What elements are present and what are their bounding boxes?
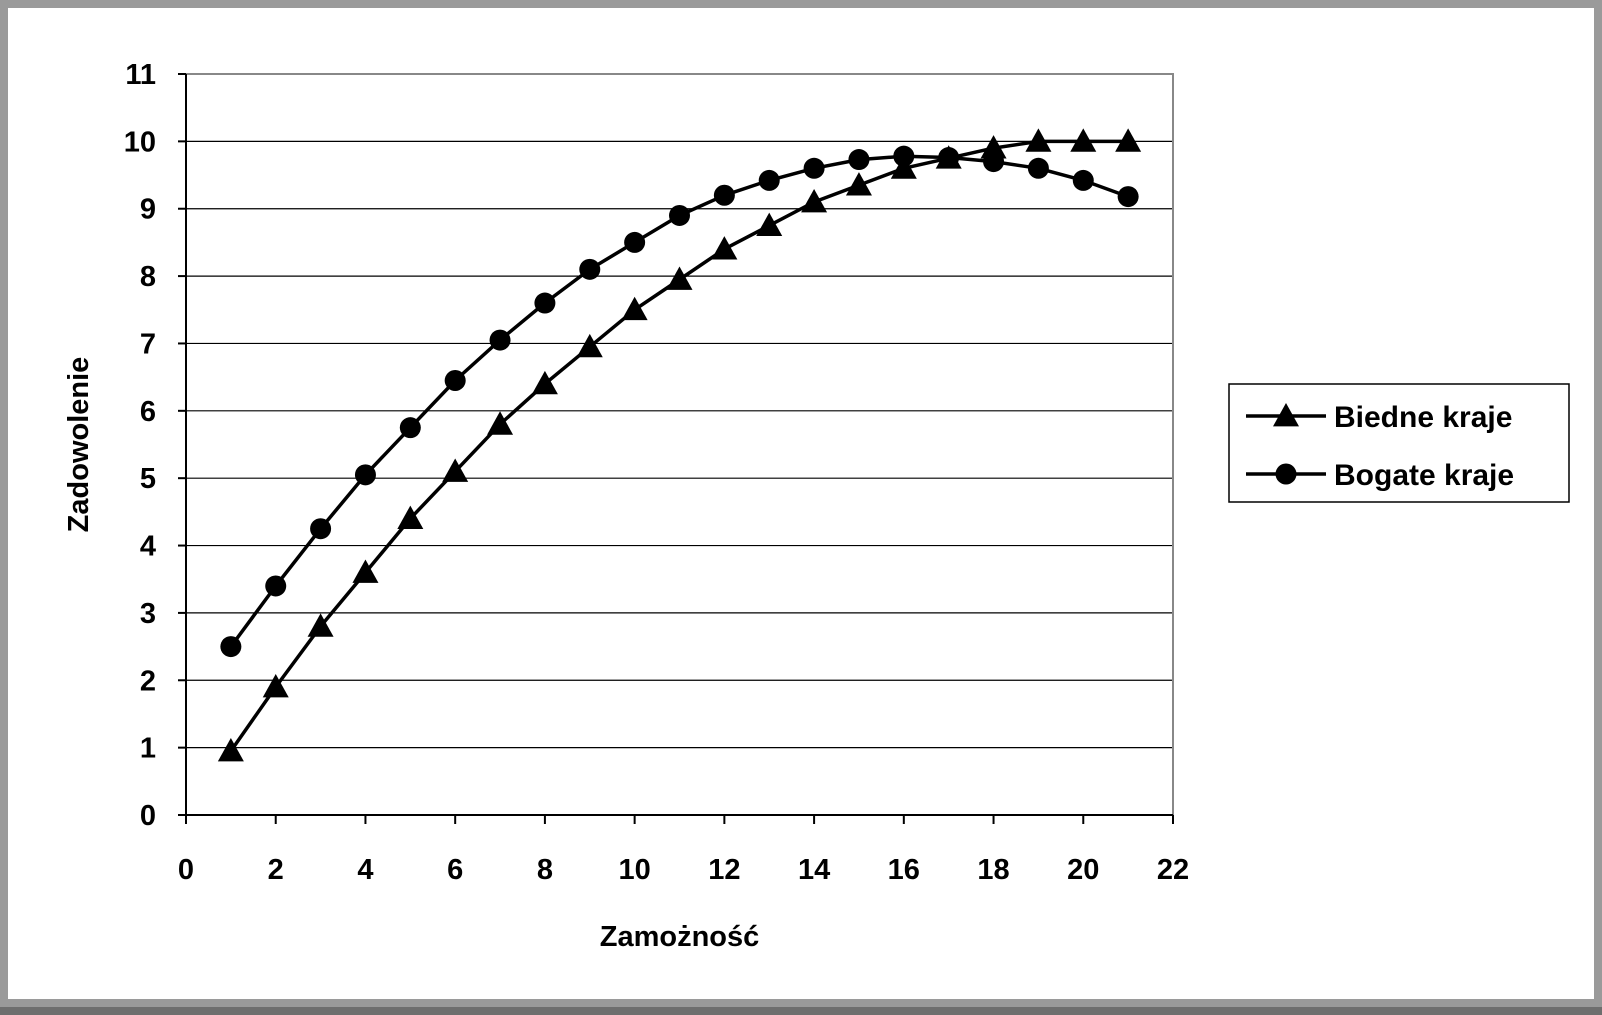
data-point bbox=[218, 738, 244, 761]
y-tick-label: 6 bbox=[140, 396, 156, 428]
data-point bbox=[759, 170, 780, 191]
data-point bbox=[220, 636, 241, 657]
y-tick-label: 7 bbox=[140, 328, 156, 360]
y-tick-label: 5 bbox=[140, 463, 156, 495]
data-point bbox=[490, 330, 511, 351]
data-point bbox=[938, 147, 959, 168]
data-point bbox=[711, 236, 737, 259]
data-point bbox=[804, 158, 825, 179]
data-point bbox=[265, 575, 286, 596]
data-point bbox=[756, 213, 782, 236]
y-tick-label: 0 bbox=[140, 800, 156, 832]
legend-marker bbox=[1276, 464, 1297, 485]
series-line bbox=[231, 141, 1128, 751]
gridlines bbox=[186, 74, 1173, 748]
data-point bbox=[355, 464, 376, 485]
x-tick-label: 10 bbox=[619, 854, 651, 886]
y-tick-label: 2 bbox=[140, 665, 156, 697]
legend: Biedne kraje Bogate kraje bbox=[1229, 384, 1569, 502]
data-point bbox=[310, 518, 331, 539]
x-tick-label: 18 bbox=[977, 854, 1009, 886]
data-point bbox=[534, 293, 555, 314]
x-tick-label: 2 bbox=[268, 854, 284, 886]
data-point bbox=[1028, 158, 1049, 179]
data-point bbox=[624, 232, 645, 253]
y-tick-label: 9 bbox=[140, 194, 156, 226]
data-point bbox=[846, 172, 872, 195]
x-tick-label: 0 bbox=[178, 854, 194, 886]
y-tick-label: 4 bbox=[140, 531, 156, 563]
data-point bbox=[445, 370, 466, 391]
y-tick-label: 1 bbox=[140, 733, 156, 765]
x-tick-label: 22 bbox=[1157, 854, 1189, 886]
legend-label: Biedne kraje bbox=[1334, 401, 1512, 434]
data-point bbox=[622, 297, 648, 320]
data-point bbox=[667, 266, 693, 289]
data-point bbox=[893, 146, 914, 167]
data-point bbox=[848, 149, 869, 170]
x-tick-label: 20 bbox=[1067, 854, 1099, 886]
y-tick-label: 10 bbox=[124, 126, 156, 158]
x-tick-label: 8 bbox=[537, 854, 553, 886]
data-point bbox=[714, 185, 735, 206]
y-tick-label: 11 bbox=[125, 59, 156, 91]
data-point bbox=[400, 417, 421, 438]
x-axis-title: Zamożność bbox=[600, 921, 760, 953]
data-point bbox=[1118, 186, 1139, 207]
series-layer bbox=[218, 128, 1141, 761]
x-tick-label: 12 bbox=[708, 854, 740, 886]
x-tick-label: 16 bbox=[888, 854, 920, 886]
data-point bbox=[579, 259, 600, 280]
data-point bbox=[669, 205, 690, 226]
data-point bbox=[801, 189, 827, 212]
y-tick-label: 8 bbox=[140, 261, 156, 293]
x-tick-label: 6 bbox=[447, 854, 463, 886]
x-tick-label: 4 bbox=[357, 854, 373, 886]
y-tick-label: 3 bbox=[140, 598, 156, 630]
y-axis-title: Zadowolenie bbox=[63, 357, 95, 533]
x-tick-label: 14 bbox=[798, 854, 830, 886]
data-point bbox=[983, 151, 1004, 172]
data-point bbox=[1073, 170, 1094, 191]
plot-area-border bbox=[186, 74, 1173, 815]
legend-label: Bogate kraje bbox=[1334, 459, 1514, 492]
